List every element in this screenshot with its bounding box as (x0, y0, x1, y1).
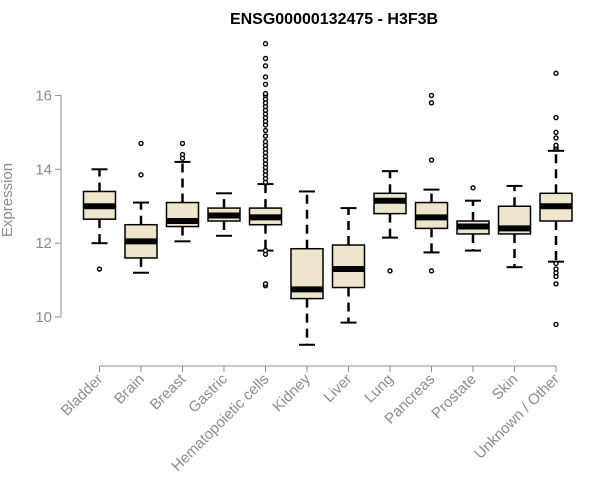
outlier-point (553, 114, 559, 121)
outlier-point (553, 281, 559, 287)
outlier-point (262, 81, 269, 88)
box-liver (331, 207, 366, 324)
outlier-point (262, 90, 269, 97)
y-axis: 10 12 14 16 (35, 87, 62, 326)
outlier-point (470, 185, 476, 191)
outlier-point (553, 142, 559, 148)
outlier-point (262, 281, 269, 287)
box-lung (373, 170, 407, 274)
outlier-point (553, 70, 559, 76)
outlier-point (262, 55, 269, 62)
outlier-point (179, 151, 186, 158)
y-tick-label: 16 (35, 87, 52, 104)
outlier-point (553, 266, 559, 272)
outlier-point (262, 127, 269, 134)
outlier-point (262, 247, 269, 254)
outlier-point (262, 138, 269, 145)
outlier-point (428, 268, 435, 274)
outlier-point (553, 321, 559, 328)
box-prostate (456, 185, 490, 252)
box-unknown-other (539, 70, 573, 328)
outlier-point (262, 133, 269, 139)
box-breast (165, 140, 200, 243)
x-tick-label: Lung (361, 371, 397, 407)
outlier-point (428, 100, 435, 106)
chart-title: ENSG00000132475 - H3F3B (230, 11, 438, 28)
outlier-point (262, 74, 269, 80)
y-tick-label: 12 (35, 235, 52, 252)
x-tick-label: Skin (489, 371, 522, 404)
outlier-point (553, 260, 559, 267)
outlier-point (179, 140, 186, 147)
outlier-point (96, 266, 103, 272)
outlier-point (262, 40, 269, 47)
y-tick-label: 14 (35, 161, 52, 178)
box-kidney (290, 190, 324, 346)
y-tick-label: 10 (35, 309, 52, 326)
x-tick-label: Brain (111, 371, 148, 408)
box-pancreas (414, 92, 449, 274)
outlier-point (138, 172, 144, 178)
x-tick-label: Breast (147, 370, 190, 413)
box-skin (497, 184, 532, 269)
outlier-point (138, 140, 144, 147)
y-axis-label: Expression (0, 163, 16, 237)
outlier-point (428, 157, 435, 163)
x-tick-label: Kidney (269, 370, 314, 415)
x-tick-label: Liver (320, 371, 355, 406)
box-bladder (82, 168, 117, 272)
box-hematopoietic-cells (248, 40, 283, 289)
x-tick-label: Prostate (428, 371, 480, 423)
outlier-point (428, 92, 435, 99)
outlier-point (553, 129, 559, 136)
outlier-point (262, 63, 269, 69)
x-tick-label: Bladder (58, 371, 107, 420)
outlier-point (387, 268, 393, 274)
outlier-point (553, 135, 559, 141)
box-brain (124, 140, 158, 274)
box-gastric (207, 192, 241, 237)
boxes-group (82, 40, 573, 346)
